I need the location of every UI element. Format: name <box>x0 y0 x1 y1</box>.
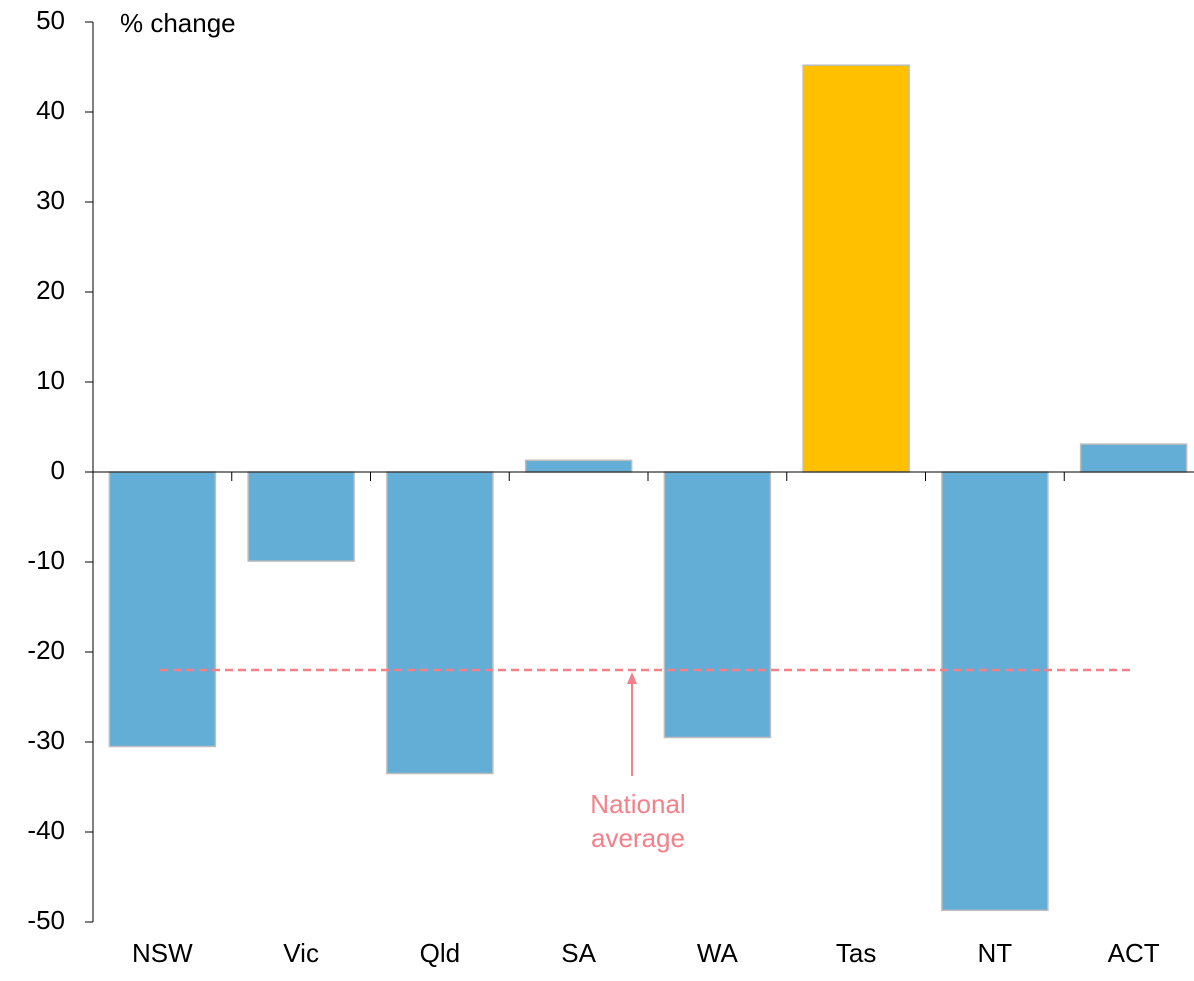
y-axis-label: % change <box>120 8 236 38</box>
x-tick-label: ACT <box>1108 938 1160 968</box>
bar <box>941 471 1049 912</box>
bar <box>247 471 355 562</box>
y-tick-label: -40 <box>27 815 65 845</box>
y-tick-label: 20 <box>36 275 65 305</box>
y-tick-label: -30 <box>27 725 65 755</box>
bar <box>802 64 910 473</box>
y-tick-label: -20 <box>27 635 65 665</box>
x-tick-label: NSW <box>132 938 193 968</box>
annotation-label: National <box>590 789 685 819</box>
y-tick-label: -10 <box>27 545 65 575</box>
x-tick-label: Vic <box>283 938 319 968</box>
y-tick-label: 10 <box>36 365 65 395</box>
annotation-label: average <box>591 823 685 853</box>
x-tick-label: Tas <box>836 938 876 968</box>
x-tick-label: NT <box>978 938 1013 968</box>
x-tick-label: SA <box>561 938 596 968</box>
x-tick-label: Qld <box>420 938 460 968</box>
bar <box>524 459 633 473</box>
y-tick-label: 0 <box>51 455 65 485</box>
y-tick-label: -50 <box>27 905 65 935</box>
x-tick-label: WA <box>697 938 739 968</box>
y-tick-label: 50 <box>36 5 65 35</box>
annotation-arrowhead <box>627 672 637 684</box>
bar <box>108 471 217 748</box>
bar <box>386 471 494 775</box>
y-tick-label: 30 <box>36 185 65 215</box>
bar <box>1079 443 1188 473</box>
y-tick-label: 40 <box>36 95 65 125</box>
bar <box>663 471 772 739</box>
